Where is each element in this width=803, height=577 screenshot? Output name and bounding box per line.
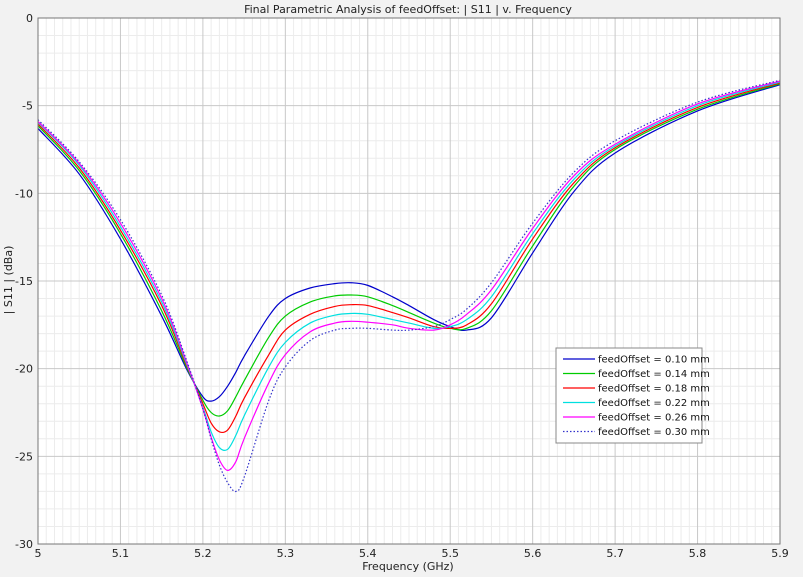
y-tick-label: -25 (15, 450, 33, 463)
x-tick-label: 5.9 (771, 547, 789, 560)
y-tick-labels: 0 -5 -10 -15 -20 -25 -30 (15, 12, 33, 551)
legend-box (555, 347, 703, 444)
legend-label-1: feedOffset = 0.14 mm (598, 369, 710, 380)
x-tick-label: 5.1 (112, 547, 130, 560)
y-tick-label: -10 (15, 187, 33, 200)
x-tick-label: 5.8 (689, 547, 707, 560)
x-tick-label: 5 (35, 547, 42, 560)
y-tick-label: -30 (15, 538, 33, 551)
x-tick-label: 5.6 (524, 547, 542, 560)
x-tick-label: 5.3 (277, 547, 295, 560)
y-tick-label: -15 (15, 275, 33, 288)
x-tick-label: 5.7 (606, 547, 624, 560)
chart-title: Final Parametric Analysis of feedOffset:… (244, 3, 572, 16)
legend: feedOffset = 0.10 mm feedOffset = 0.14 mm… (555, 347, 710, 444)
plot-frame (37, 17, 781, 545)
x-tick-label: 5.5 (441, 547, 459, 560)
x-tick-label: 5.2 (194, 547, 212, 560)
y-tick-label: -5 (22, 100, 33, 113)
y-tick-label: 0 (26, 12, 33, 25)
x-axis-title: Frequency (GHz) (362, 560, 453, 573)
legend-label-3: feedOffset = 0.22 mm (598, 398, 710, 409)
series-line-5 (37, 79, 781, 493)
x-tick-labels: 5 5.1 5.2 5.3 5.4 5.5 5.6 5.7 5.8 5.9 (35, 547, 789, 560)
legend-label-0: feedOffset = 0.10 mm (598, 355, 710, 366)
legend-label-5: feedOffset = 0.30 mm (598, 427, 710, 438)
legend-label-2: feedOffset = 0.18 mm (598, 384, 710, 395)
series-layer (37, 79, 781, 493)
legend-label-4: feedOffset = 0.26 mm (598, 413, 710, 424)
y-axis-title: | S11 | (dBa) (2, 246, 15, 315)
y-tick-label: -20 (15, 363, 33, 376)
x-tick-label: 5.4 (359, 547, 377, 560)
